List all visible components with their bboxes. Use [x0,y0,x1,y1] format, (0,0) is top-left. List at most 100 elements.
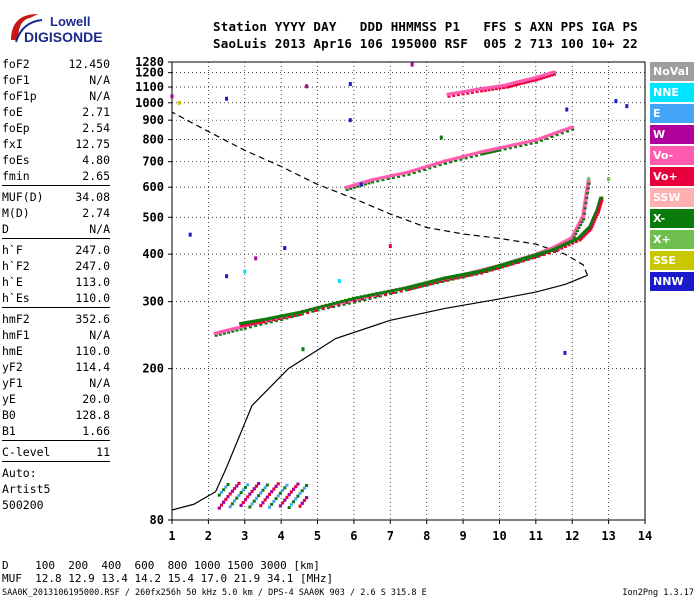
echo-trace-point [532,257,536,260]
echo-trace-point [259,323,263,326]
echo-trace-point [390,173,395,177]
es-echo-point [259,491,263,495]
es-echo-point [228,505,232,509]
echo-trace-point [481,268,486,272]
y-tick-label: 900 [142,113,164,127]
es-echo-point [248,492,252,496]
echo-trace-point [346,299,351,303]
echo-trace-point [540,139,544,142]
separator [2,185,110,186]
echo-trace-point [586,231,590,234]
echo-trace-point [336,300,341,304]
echo-trace-point [236,326,241,330]
es-echo-point [268,505,272,509]
echo-trace-point [476,270,481,274]
echo-trace-point [231,330,235,333]
es-echo-point [285,495,289,499]
echo-trace-point [252,322,256,325]
echo-trace-point [595,214,599,217]
es-echo-point [263,486,267,490]
echo-point [359,182,363,187]
echo-point [439,135,443,140]
echo-trace-point [414,168,419,172]
echo-trace-point [529,257,533,260]
legend-item: X+ [650,230,694,249]
param-row: hmF2 352.6 [2,311,110,327]
echo-trace-point [337,304,341,307]
echo-trace-point [505,86,509,89]
echo-trace-point [429,163,434,167]
echo-trace-point [437,277,442,281]
echo-trace-point [590,226,594,229]
param-value: N/A [89,376,110,390]
echo-trace-point [443,162,447,165]
param-name: B1 [2,424,16,438]
echo-trace-point [567,244,571,247]
x-tick-label: 12 [565,529,579,543]
echo-trace-point [469,88,474,92]
echo-trace-point [461,93,465,96]
echo-trace-point [427,280,432,284]
param-value: N/A [89,222,110,236]
echo-trace-point [466,272,471,276]
echo-trace-point [243,327,247,330]
echo-trace-point [438,280,442,283]
echo-point [348,82,352,87]
es-echo-point [289,490,293,494]
x-tick-label: 5 [314,529,321,543]
echo-trace-point [465,89,470,93]
es-echo-point [257,494,261,498]
echo-trace-point [497,264,502,268]
echo-trace-point [424,165,429,169]
echo-trace-point [286,313,291,317]
echo-trace-point [480,90,484,93]
separator [2,238,110,239]
echo-trace-point [541,251,546,255]
es-echo-point [235,484,239,488]
param-name: fxI [2,137,23,151]
echo-trace-point [502,145,507,149]
echo-trace-point [475,273,479,276]
echo-trace-point [442,159,447,163]
echo-trace-point [292,312,297,316]
echo-trace-point [234,326,239,330]
echo-trace-point [519,145,523,148]
param-name: h`F2 [2,259,30,273]
echo-trace-point [519,82,523,85]
es-echo-point [243,485,247,489]
echo-trace-point [423,284,427,287]
echo-trace-point [491,88,495,91]
echo-point [301,347,305,352]
param-value: 114.4 [75,360,110,374]
echo-trace-point [459,276,463,279]
echo-trace-point [301,310,306,314]
legend-item: X- [650,209,694,228]
echo-trace-point [246,323,250,326]
echo-trace-point [549,132,554,136]
plot-frame [171,61,646,521]
echo-trace-point [442,276,447,280]
es-echo-point [276,494,280,498]
es-echo-point [254,484,258,488]
echo-trace-point [376,295,380,298]
echo-trace-point [533,253,538,257]
echo-trace-point [316,305,321,309]
param-name: B0 [2,408,16,422]
echo-trace-point [528,139,533,143]
es-echo-point [294,485,298,489]
echo-trace-point [463,154,468,158]
es-echo-point [281,501,285,505]
echo-trace-point [503,265,507,268]
echo-trace-point [429,279,434,283]
echo-trace-point [540,77,544,80]
es-echo-point [281,488,285,492]
param-name: M(D) [2,206,30,220]
echo-trace-point [510,143,515,147]
echo-trace-point [403,171,408,175]
echo-trace-point [393,173,398,177]
echo-trace-point [468,271,473,275]
es-echo-point [300,489,304,493]
echo-trace-point [527,81,531,84]
y-tick-label: 200 [142,362,164,376]
echo-trace-point [258,321,262,324]
